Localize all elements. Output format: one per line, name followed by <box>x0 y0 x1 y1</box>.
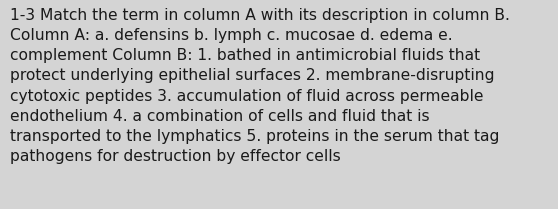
Text: 1-3 Match the term in column A with its description in column B.
Column A: a. de: 1-3 Match the term in column A with its … <box>10 8 510 164</box>
